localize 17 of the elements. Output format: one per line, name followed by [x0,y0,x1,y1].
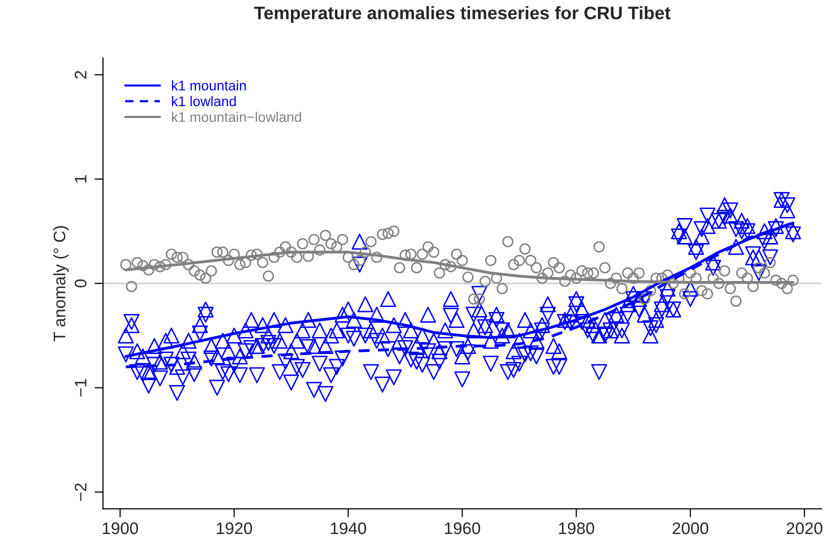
chart-title: Temperature anomalies timeseries for CRU Tibet [254,6,670,23]
y-tick-label: 0 [74,279,87,288]
y-tick-label: −1 [74,379,86,396]
x-tick-label: 2020 [786,522,822,534]
y-tick-label: 2 [74,70,86,79]
legend-label: k1 mountain−lowland [172,112,302,122]
x-tick-label: 1960 [445,522,480,534]
legend-label: k1 lowland [172,96,236,106]
x-tick-label: 1940 [330,522,366,534]
y-tick-label: 1 [74,175,86,182]
x-tick-label: 1900 [102,522,138,534]
legend-label: k1 mountain [172,80,246,90]
y-axis-title: T anomaly (° C) [53,226,69,342]
x-tick-label: 2000 [672,522,708,534]
x-tick-label: 1920 [216,522,252,534]
y-tick-label: −2 [74,483,86,501]
x-tick-label: 1980 [559,522,594,534]
